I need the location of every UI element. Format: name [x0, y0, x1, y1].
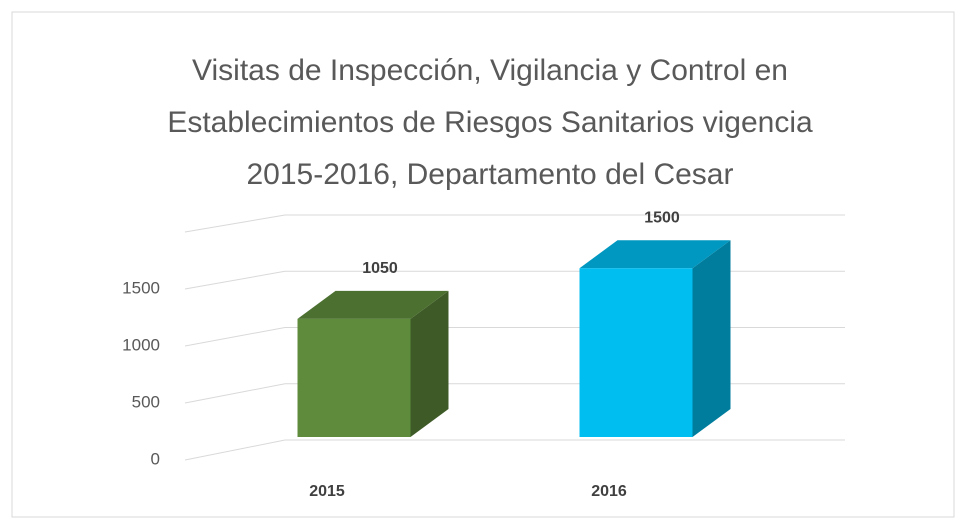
bar-side	[410, 290, 449, 437]
chart-title: Establecimientos de Riesgos Sanitarios v…	[167, 106, 813, 139]
chart-title: 2015-2016, Departamento del Cesar	[247, 158, 734, 191]
y-tick-label: 1500	[122, 278, 160, 297]
bar	[579, 268, 693, 437]
data-label: 1050	[362, 260, 398, 277]
y-tick-label: 0	[151, 449, 160, 468]
grid-line	[184, 214, 286, 233]
x-tick-label: 2016	[591, 483, 627, 500]
chart-title: Visitas de Inspección, Vigilancia y Cont…	[192, 54, 788, 87]
x-tick-label: 2015	[309, 483, 345, 500]
grid-line	[184, 270, 286, 290]
bar-top	[297, 290, 449, 319]
grid-line	[184, 383, 286, 404]
bar-top	[579, 240, 731, 269]
data-label: 1500	[644, 209, 680, 226]
chart-border	[11, 11, 955, 518]
y-tick-label: 500	[132, 392, 160, 411]
grid-line	[184, 439, 286, 461]
grid-line	[184, 327, 286, 347]
y-tick-label: 1000	[122, 335, 160, 354]
bar	[297, 318, 411, 437]
bar-side	[692, 240, 731, 437]
